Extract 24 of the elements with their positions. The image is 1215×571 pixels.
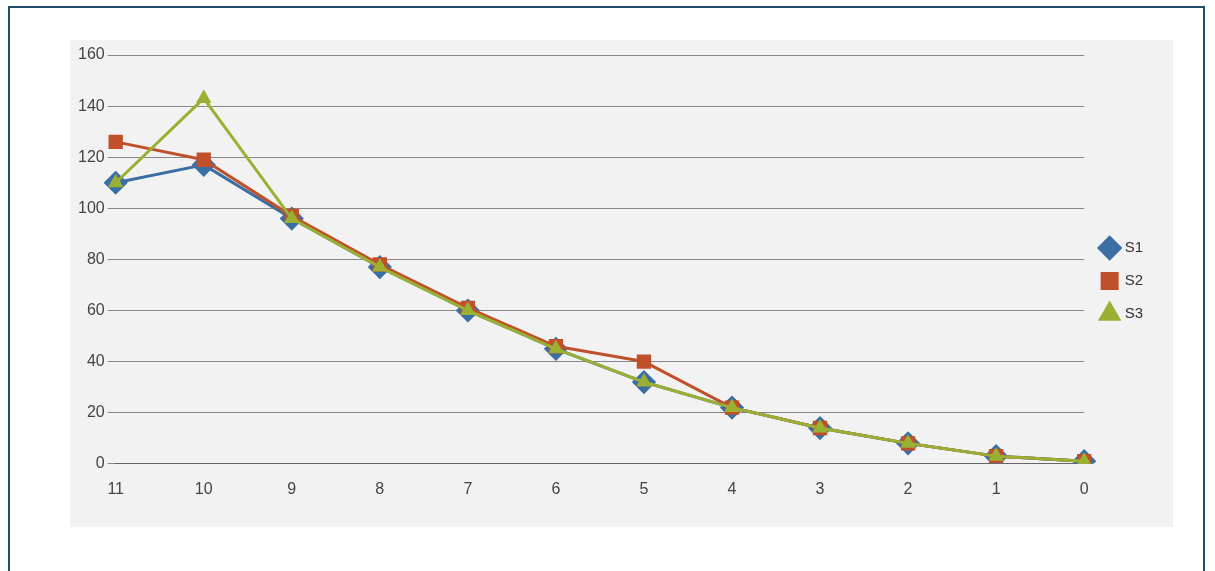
y-tick-label: 100 xyxy=(77,198,105,216)
x-tick-label: 2 xyxy=(903,479,913,497)
legend-label: S1 xyxy=(1124,238,1144,256)
y-tick-label: 0 xyxy=(95,454,105,472)
x-tick-label: 0 xyxy=(1079,479,1089,497)
x-tick-label: 9 xyxy=(287,479,297,497)
legend-label: S3 xyxy=(1124,304,1144,322)
y-tick-label: 80 xyxy=(86,249,105,267)
x-tick-label: 8 xyxy=(375,479,385,497)
x-tick-label: 7 xyxy=(463,479,473,497)
x-tick-label: 10 xyxy=(194,479,213,497)
legend-label: S2 xyxy=(1124,271,1144,289)
x-tick-label: 5 xyxy=(639,479,649,497)
x-tick-label: 1 xyxy=(991,479,1001,497)
x-tick-label: 6 xyxy=(551,479,561,497)
x-tick-label: 3 xyxy=(815,479,825,497)
y-tick-label: 60 xyxy=(86,300,105,318)
y-tick-label: 40 xyxy=(86,352,105,370)
x-tick-label: 11 xyxy=(107,479,125,497)
y-tick-label: 120 xyxy=(77,147,105,165)
x-tick-label: 4 xyxy=(727,479,737,497)
y-tick-label: 20 xyxy=(86,403,105,421)
y-tick-label: 160 xyxy=(77,45,105,63)
y-tick-label: 140 xyxy=(77,96,105,114)
